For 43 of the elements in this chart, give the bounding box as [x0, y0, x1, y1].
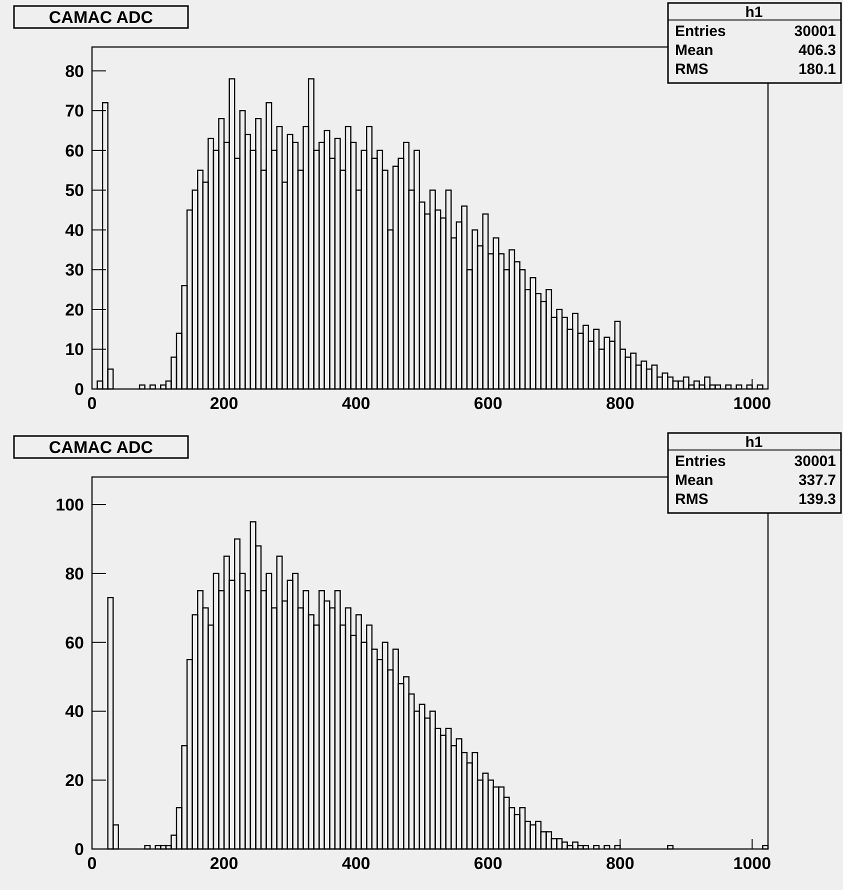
y-tick-label: 10 [65, 340, 84, 360]
text: 139.3 [798, 491, 836, 508]
chart-title: CAMAC ADC [48, 438, 154, 457]
y-tick-label: 20 [65, 300, 84, 320]
text: Entries [675, 453, 726, 470]
annotation: Mean [675, 472, 714, 489]
x-tick-label: 800 [606, 854, 634, 873]
x-tick-label: 800 [606, 394, 634, 413]
y-tick-label: 40 [65, 220, 84, 240]
text: 337.7 [798, 472, 836, 489]
x-tick-label: 200 [210, 394, 238, 413]
y-tick-label: 80 [65, 62, 84, 81]
y-tick-label: 60 [65, 141, 84, 160]
x-tick-label: 1000 [733, 854, 772, 873]
x-tick-label: 600 [474, 854, 502, 873]
x-tick-label: 400 [342, 854, 370, 873]
y-tick-label: 30 [65, 260, 84, 280]
y-tick-label: 20 [65, 771, 84, 790]
text: 30001 [794, 453, 836, 470]
y-tick-label: 80 [65, 564, 84, 584]
text: 406.3 [798, 42, 836, 59]
y-tick-label: 40 [65, 702, 84, 722]
text: h1 [745, 4, 763, 21]
x-tick-label: 1000 [733, 394, 772, 413]
annotation: RMS [675, 491, 708, 508]
chart-title: CAMAC ADC [48, 8, 154, 27]
x-tick-label: 0 [87, 394, 97, 413]
x-tick-label: 200 [210, 854, 238, 873]
text: h1 [745, 434, 763, 451]
annotation: Mean [675, 42, 714, 59]
y-tick-label: 100 [56, 496, 84, 515]
y-tick-label: 70 [65, 102, 84, 121]
y-tick-label: 50 [65, 181, 84, 200]
x-tick-label: 600 [474, 394, 502, 413]
annotation: RMS [675, 61, 708, 78]
x-tick-label: 0 [87, 854, 97, 873]
text: Entries [675, 23, 726, 40]
text: 180.1 [798, 61, 836, 78]
y-tick-label: 60 [65, 633, 84, 652]
x-tick-label: 400 [342, 394, 370, 413]
y-tick-label: 0 [74, 840, 84, 859]
y-tick-label: 0 [74, 380, 84, 399]
text: 30001 [794, 23, 836, 40]
